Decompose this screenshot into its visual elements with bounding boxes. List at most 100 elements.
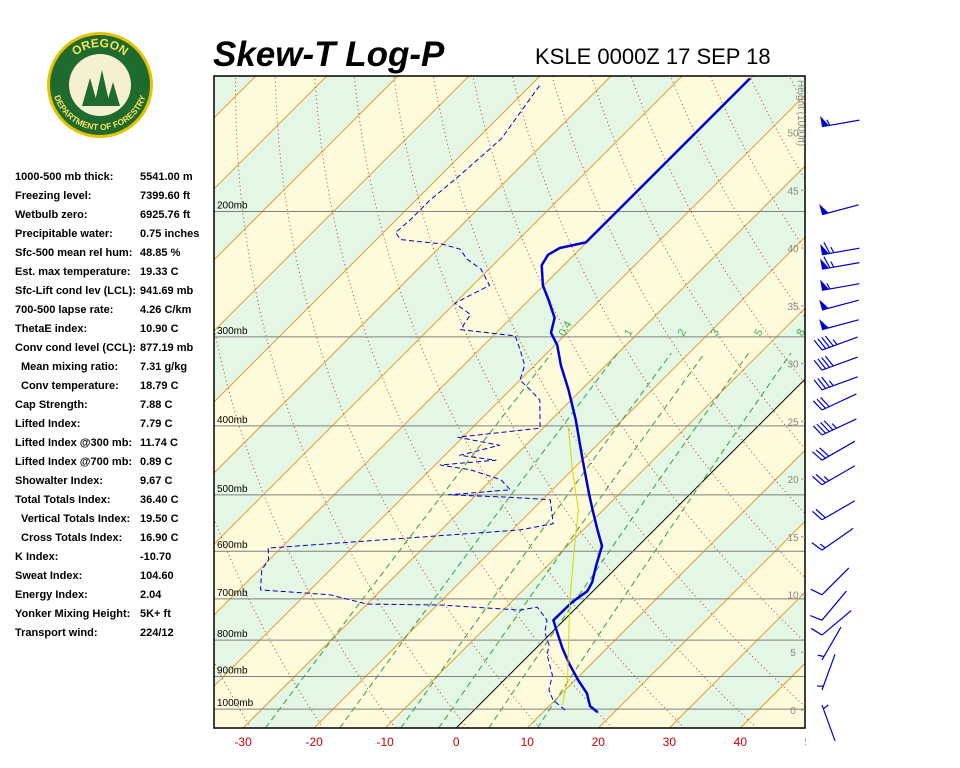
barb-staff	[821, 626, 842, 661]
temperature-band	[811, 76, 960, 728]
stats: 1000-500 mb thick: 5541.00 m Freezing leve…	[15, 171, 199, 639]
isotherm	[597, 520, 805, 728]
barb-feather	[820, 422, 830, 433]
x-tick-label: -30	[234, 735, 252, 749]
isotherm	[214, 76, 328, 190]
stat-label: 1000-500 mb thick:	[15, 171, 113, 183]
wind-barb	[811, 527, 854, 551]
wind-barb	[812, 500, 856, 521]
barb-half-feather	[832, 339, 838, 345]
stat-label: Sfc-Lift cond lev (LCL):	[15, 285, 136, 297]
barb-pennant	[820, 115, 829, 127]
barb-feather	[821, 357, 830, 368]
stat-label: Lifted Index @300 mb:	[15, 437, 132, 449]
barb-feather	[816, 398, 827, 409]
barb-feather	[817, 378, 827, 389]
stat-value: 7.88 C	[140, 399, 172, 411]
barb-feather	[813, 359, 823, 371]
stat-value: 6925.76 ft	[140, 209, 190, 221]
barb-staff	[821, 610, 852, 636]
x-tick-label: 40	[734, 735, 748, 749]
x-tick-label: 20	[592, 735, 606, 749]
stat-label: Wetbulb zero:	[15, 209, 88, 221]
pressure-label: 200mb	[217, 201, 248, 212]
dry-adiabat	[274, 76, 541, 728]
barb-feather	[812, 475, 823, 486]
stat-value: 104.60	[140, 570, 174, 582]
barb-feather	[824, 355, 834, 367]
isotherm	[811, 76, 960, 728]
x-tick-labels: -30 -20 -10 0 10 20 30 40 50	[234, 735, 806, 749]
stat-value: 36.40 C	[140, 494, 179, 506]
stat-value: 19.50 C	[140, 513, 179, 525]
barb-feather	[821, 337, 830, 348]
barb-feather	[812, 400, 823, 411]
barb-staff	[821, 204, 859, 216]
stat-value: 941.69 mb	[140, 285, 193, 297]
stat-label: Total Totals Index:	[15, 494, 111, 506]
mixing-ratio-line	[265, 352, 552, 728]
barb-staff	[821, 119, 860, 128]
barb-feather	[812, 451, 823, 461]
stat-value: 18.79 C	[140, 380, 179, 392]
barb-feather	[816, 423, 827, 434]
stat-label: ThetaE index:	[15, 323, 87, 335]
barb-pennant	[820, 258, 829, 270]
height-axis-label: Height (1000ft)	[795, 80, 806, 146]
wind-barb	[813, 335, 858, 351]
isotherm	[214, 76, 683, 545]
stat-label: Vertical Totals Index:	[21, 513, 130, 525]
barb-feather	[810, 588, 823, 596]
wind-barb	[819, 299, 859, 311]
barb-feather	[812, 425, 823, 436]
stat-value: 877.19 mb	[140, 342, 193, 354]
logo: OREGON DEPARTMENT OF FORESTRY	[47, 32, 153, 138]
stat-label: Lifted Index:	[15, 418, 80, 430]
title: Skew-T Log-P	[213, 35, 445, 74]
height-tick-label: 0	[790, 706, 796, 717]
stat-label: Sfc-500 mean rel hum:	[15, 247, 132, 259]
axes: 200mb 300mb 400mb 500mb 600mb 700mb 800mb 900mb…	[217, 80, 806, 717]
barb-feather	[815, 508, 826, 519]
pressure-label: 700mb	[217, 588, 248, 599]
sounding-line	[540, 77, 751, 714]
stat-value: 16.90 C	[140, 532, 179, 544]
barb-staff	[821, 418, 857, 436]
x-tick-label: -20	[305, 735, 323, 749]
x-tick-label: 10	[521, 735, 535, 749]
stat-label: Cross Totals Index:	[21, 532, 122, 544]
height-tick-label: 5	[790, 648, 796, 659]
isotherm	[214, 76, 612, 474]
barb-half-feather	[830, 246, 835, 253]
stat-value: 4.26 C/km	[140, 304, 192, 316]
stat-value: 11.74 C	[140, 437, 178, 449]
stat-value: 19.33 C	[140, 266, 179, 278]
height-tick-label: 40	[787, 244, 799, 255]
stat-label: Transport wind:	[15, 627, 98, 639]
barb-staff	[821, 465, 856, 486]
barb-half-feather	[828, 380, 834, 387]
height-tick-label: 45	[787, 186, 799, 197]
barb-feather	[819, 447, 830, 457]
stat-label: Freezing level:	[15, 190, 91, 202]
isotherm	[384, 307, 805, 728]
stat-label: Lifted Index @700 mb:	[15, 456, 132, 468]
stat-value: 0.89 C	[140, 456, 172, 468]
wind-barb	[817, 654, 836, 691]
stat-value: -10.70	[140, 551, 171, 563]
wind-barb	[819, 204, 859, 216]
barb-feather	[810, 614, 823, 621]
height-tick-label: 15	[787, 533, 799, 544]
barb-staff	[821, 393, 857, 411]
wind-barb	[812, 393, 857, 411]
stat-label: Showalter Index:	[15, 475, 103, 487]
stat-label: Yonker Mixing Height:	[15, 608, 130, 620]
wind-barb	[820, 256, 860, 270]
dry-adiabat	[353, 76, 685, 728]
wind-barb	[819, 318, 859, 331]
barb-staff	[821, 283, 860, 291]
stat-value: 48.85 %	[140, 247, 181, 259]
barb-half-feather	[831, 423, 837, 429]
height-tick-label: 35	[787, 302, 799, 313]
